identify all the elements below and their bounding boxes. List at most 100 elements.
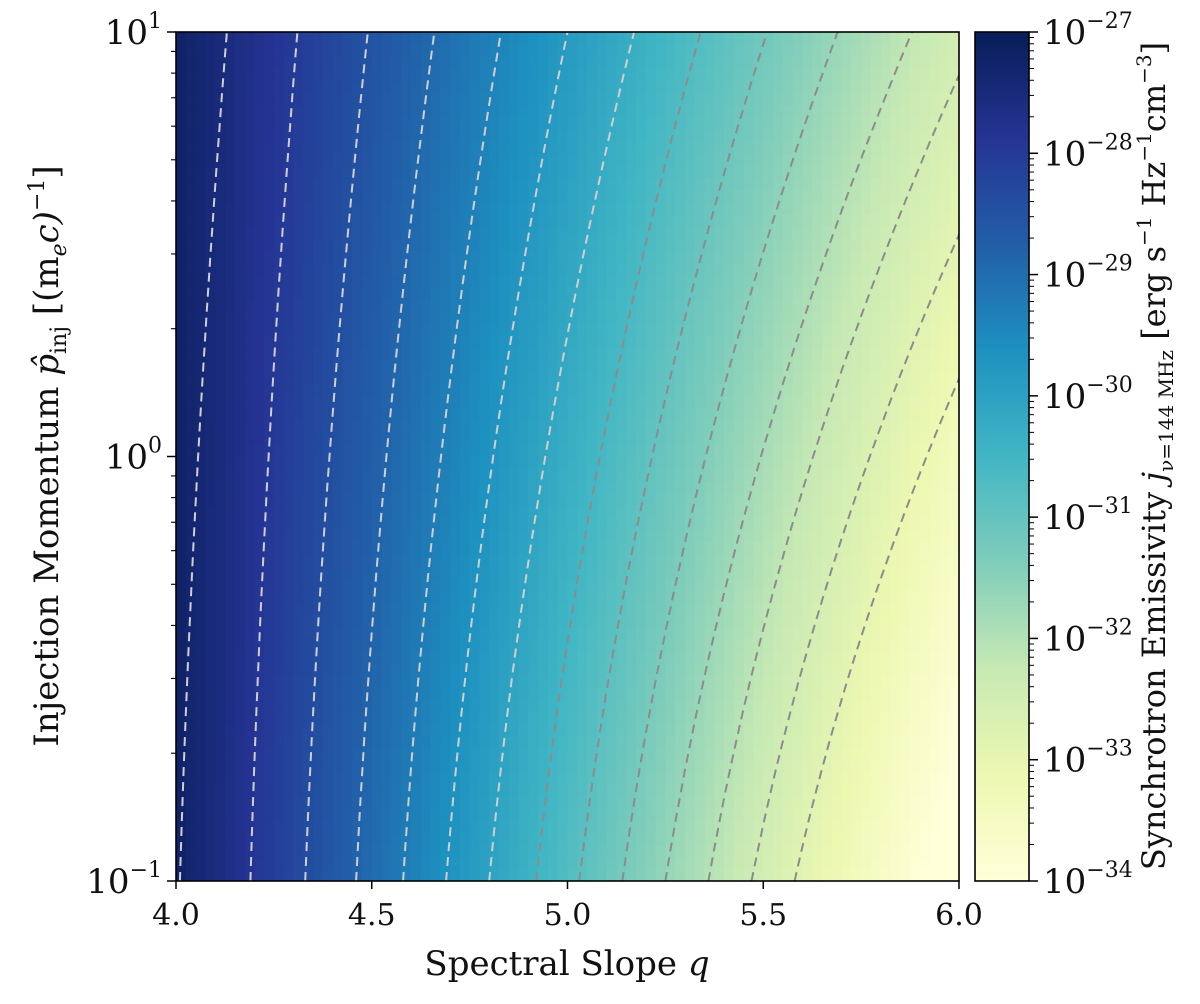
heatmap-cell bbox=[450, 783, 461, 797]
heatmap-cell bbox=[489, 783, 500, 797]
heatmap-cell bbox=[224, 796, 236, 809]
heatmap-cell bbox=[528, 80, 539, 94]
heatmap-cell bbox=[626, 626, 637, 640]
heatmap-cell bbox=[851, 468, 862, 482]
heatmap-cell bbox=[264, 201, 275, 215]
heatmap-cell bbox=[831, 686, 843, 700]
heatmap-cell bbox=[283, 262, 295, 276]
heatmap-cell bbox=[675, 153, 686, 167]
heatmap-cell bbox=[332, 323, 343, 336]
heatmap-cell bbox=[567, 189, 578, 203]
heatmap-cell bbox=[587, 298, 598, 312]
heatmap-cell bbox=[831, 274, 843, 288]
heatmap-cell bbox=[753, 371, 764, 385]
heatmap-cell bbox=[498, 638, 510, 652]
heatmap-cell bbox=[557, 505, 569, 518]
heatmap-cell bbox=[254, 747, 265, 761]
heatmap-cell bbox=[665, 213, 676, 227]
heatmap-cell bbox=[283, 141, 295, 154]
heatmap-cell bbox=[410, 856, 422, 870]
heatmap-cell bbox=[763, 602, 774, 615]
heatmap-cell bbox=[342, 808, 353, 821]
heatmap-cell bbox=[234, 298, 246, 312]
heatmap-cell bbox=[577, 626, 588, 640]
heatmap-cell bbox=[812, 771, 823, 785]
heatmap-cell bbox=[753, 565, 764, 579]
heatmap-cell bbox=[547, 783, 559, 797]
heatmap-cell bbox=[342, 759, 353, 773]
heatmap-cell bbox=[313, 480, 324, 494]
heatmap-cell bbox=[547, 844, 559, 858]
heatmap-cell bbox=[547, 492, 559, 506]
heatmap-cell bbox=[743, 80, 755, 94]
heatmap-cell bbox=[352, 274, 363, 288]
heatmap-cell bbox=[342, 298, 353, 312]
heatmap-cell bbox=[498, 262, 510, 276]
heatmap-cell bbox=[498, 310, 510, 324]
heatmap-cell bbox=[714, 335, 725, 348]
heatmap-cell bbox=[450, 820, 461, 834]
heatmap-cell bbox=[724, 432, 735, 445]
heatmap-cell bbox=[665, 420, 676, 433]
heatmap-cell bbox=[391, 201, 402, 215]
heatmap-cell bbox=[508, 444, 520, 458]
heatmap-cell bbox=[498, 723, 510, 737]
heatmap-cell bbox=[861, 711, 872, 724]
heatmap-cell bbox=[831, 820, 843, 834]
heatmap-cell bbox=[459, 92, 471, 106]
heatmap-cell bbox=[322, 56, 334, 69]
heatmap-cell bbox=[714, 553, 725, 567]
heatmap-cell bbox=[645, 201, 657, 215]
heatmap-cell bbox=[743, 747, 755, 761]
heatmap-cell bbox=[626, 347, 637, 361]
heatmap-cell bbox=[332, 638, 343, 652]
heatmap-cell bbox=[459, 614, 471, 627]
heatmap-cell bbox=[273, 262, 285, 276]
heatmap-cell bbox=[675, 250, 686, 264]
heatmap-cell bbox=[254, 711, 265, 724]
heatmap-cell bbox=[596, 323, 608, 336]
heatmap-cell bbox=[782, 262, 794, 276]
heatmap-cell bbox=[645, 868, 657, 881]
heatmap-cell bbox=[655, 298, 666, 312]
heatmap-cell bbox=[361, 226, 373, 239]
heatmap-cell bbox=[694, 310, 706, 324]
heatmap-cell bbox=[557, 614, 569, 627]
heatmap-cell bbox=[313, 420, 324, 433]
heatmap-cell bbox=[352, 129, 363, 142]
heatmap-cell bbox=[821, 626, 833, 640]
heatmap-cell bbox=[851, 832, 862, 846]
heatmap-cell bbox=[577, 153, 588, 167]
heatmap-cell bbox=[332, 298, 343, 312]
heatmap-cell bbox=[626, 832, 637, 846]
heatmap-cell bbox=[547, 529, 559, 542]
heatmap-cell bbox=[254, 420, 265, 433]
heatmap-cell bbox=[430, 80, 441, 94]
heatmap-cell bbox=[792, 395, 803, 409]
heatmap-cell bbox=[606, 310, 618, 324]
heatmap-cell bbox=[401, 456, 412, 470]
heatmap-cell bbox=[469, 44, 481, 57]
heatmap-cell bbox=[293, 80, 304, 94]
heatmap-cell bbox=[322, 638, 334, 652]
heatmap-cell bbox=[655, 92, 666, 106]
heatmap-cell bbox=[782, 189, 794, 203]
heatmap-cell bbox=[802, 808, 813, 821]
heatmap-cell bbox=[293, 771, 304, 785]
heatmap-cell bbox=[176, 565, 187, 579]
heatmap-cell bbox=[596, 747, 608, 761]
heatmap-cell bbox=[636, 444, 647, 458]
heatmap-cell bbox=[440, 674, 451, 688]
heatmap-cell bbox=[743, 565, 755, 579]
heatmap-cell bbox=[381, 444, 392, 458]
heatmap-cell bbox=[430, 116, 441, 130]
heatmap-cell bbox=[831, 286, 843, 300]
heatmap-cell bbox=[587, 359, 598, 373]
heatmap-cell bbox=[401, 771, 412, 785]
heatmap-cell bbox=[489, 699, 500, 712]
heatmap-cell bbox=[254, 456, 265, 470]
heatmap-cell bbox=[861, 383, 872, 397]
heatmap-cell bbox=[763, 177, 774, 191]
heatmap-cell bbox=[401, 335, 412, 348]
heatmap-cell bbox=[440, 589, 451, 603]
